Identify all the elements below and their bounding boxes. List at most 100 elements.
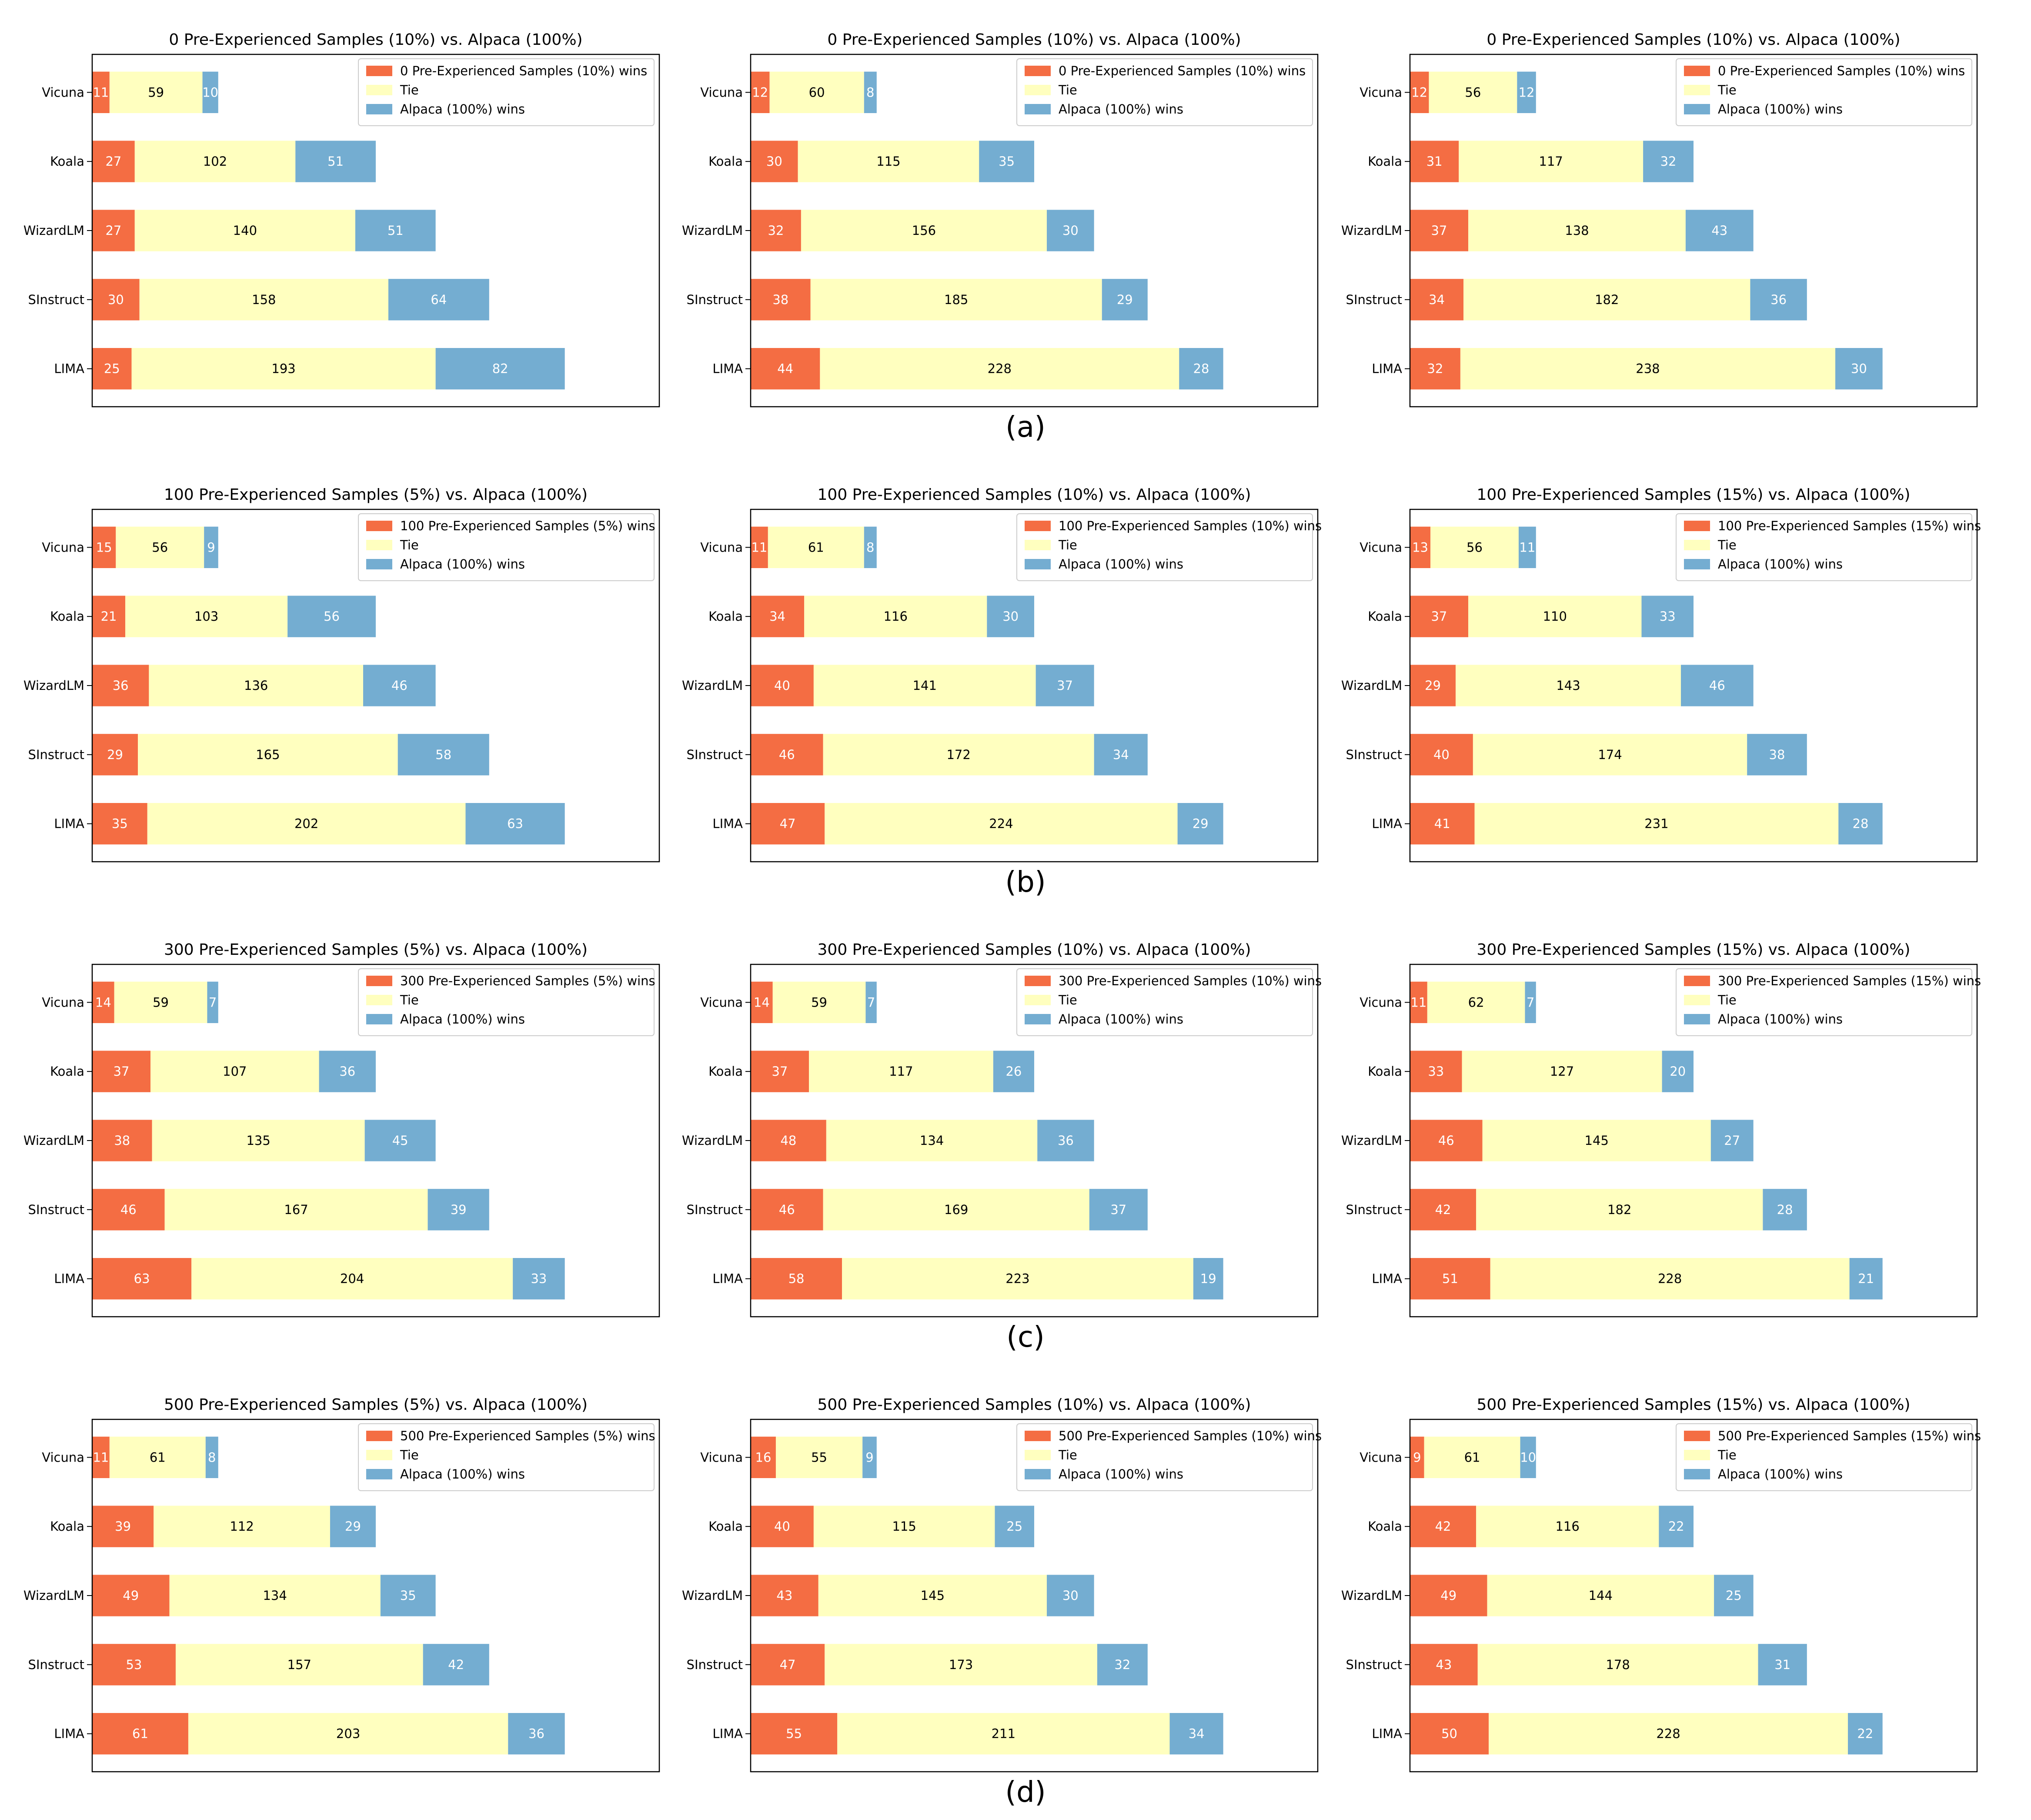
tie-bar [823, 734, 1094, 776]
tie-bar [150, 1051, 319, 1092]
bar-value-label: 33 [1660, 609, 1676, 624]
bar-value-label: 134 [920, 1133, 944, 1148]
legend-box [1016, 58, 1313, 126]
bar-value-label: 32 [768, 223, 784, 238]
legend-swatch [366, 521, 392, 531]
tie-bar [125, 596, 288, 637]
bar-value-label: 156 [912, 223, 936, 238]
alpaca-wins-bar [355, 210, 436, 251]
wins-bar [1410, 1713, 1489, 1755]
alpaca-wins-bar [1710, 1120, 1754, 1161]
legend-box [1676, 968, 1972, 1036]
bar-value-label: 37 [1431, 609, 1447, 624]
legend-swatch [1684, 521, 1710, 531]
wins-bar [1410, 279, 1464, 321]
legend-entry: Alpaca (100%) wins [1059, 1467, 1183, 1482]
legend-swatch [1025, 1014, 1051, 1024]
legend-box [358, 58, 655, 126]
bar-value-label: 144 [1589, 1588, 1613, 1603]
tie-bar [801, 210, 1047, 251]
plot-frame [1409, 964, 1978, 1318]
alpaca-wins-bar [987, 596, 1034, 637]
wins-bar [1410, 596, 1469, 637]
bar-value-label: 127 [1550, 1064, 1574, 1079]
legend-swatch [366, 1014, 392, 1024]
row-label-d: (d) [1005, 1775, 1046, 1809]
plot-frame [750, 1419, 1319, 1773]
bar-value-label: 116 [884, 609, 908, 624]
row-label-c: (c) [1006, 1320, 1045, 1354]
bar-value-label: 48 [780, 1133, 796, 1148]
y-tick-label: Vicuna [1360, 85, 1402, 100]
y-tick-label: Koala [708, 1519, 743, 1534]
legend-entry: 0 Pre-Experienced Samples (10%) wins [400, 64, 647, 78]
bar-value-label: 103 [194, 609, 218, 624]
bar-value-label: 178 [1606, 1657, 1630, 1672]
bar-value-label: 27 [1724, 1133, 1740, 1148]
wins-bar [92, 1644, 176, 1686]
bar-value-label: 56 [324, 609, 340, 624]
chart-title: 300 Pre-Experienced Samples (15%) vs. Al… [1477, 941, 1911, 959]
tie-bar [154, 1506, 330, 1547]
y-tick-label: WizardLM [23, 223, 84, 238]
wins-bar [751, 71, 770, 113]
bar-value-label: 37 [1110, 1202, 1126, 1217]
y-tick-label: LIMA [712, 1726, 743, 1741]
bar-value-label: 30 [1062, 223, 1079, 238]
tie-bar [1489, 1713, 1848, 1755]
wins-bar [1410, 734, 1473, 776]
legend-swatch [366, 540, 392, 550]
bar-value-label: 32 [1114, 1657, 1130, 1672]
alpaca-wins-bar [380, 1575, 436, 1616]
bar-value-label: 61 [808, 540, 824, 555]
tie-bar [823, 1189, 1089, 1231]
tie-bar [116, 526, 204, 568]
legend-box [1676, 58, 1972, 126]
chart-title: 100 Pre-Experienced Samples (15%) vs. Al… [1477, 486, 1911, 504]
chart-10: 500 Pre-Experienced Samples (5%) vs. Alp… [23, 1396, 660, 1773]
wins-bar [92, 596, 126, 637]
wins-bar [751, 665, 814, 706]
legend-swatch [1025, 559, 1051, 569]
legend: 100 Pre-Experienced Samples (10%) wins Ti… [1016, 513, 1322, 581]
legend-swatch [366, 104, 392, 114]
alpaca-wins-bar [428, 1189, 489, 1231]
y-tick-label: Koala [1368, 1064, 1402, 1079]
bar-value-label: 169 [944, 1202, 968, 1217]
wins-bar [1410, 1120, 1483, 1161]
legend-entry: Alpaca (100%) wins [400, 102, 525, 117]
plot-frame [91, 54, 660, 408]
alpaca-wins-bar [1037, 1120, 1094, 1161]
y-tick-label: LIMA [54, 1271, 84, 1286]
wins-bar [1410, 1051, 1462, 1092]
legend-entry: Tie [400, 993, 419, 1007]
bar-value-label: 140 [233, 223, 257, 238]
y-tick-label: WizardLM [1341, 1133, 1402, 1148]
bar-value-label: 53 [126, 1657, 142, 1672]
legend-swatch [366, 85, 392, 95]
legend-entry: Tie [1058, 993, 1077, 1007]
legend-swatch [1025, 976, 1051, 986]
tie-bar [1477, 1644, 1758, 1686]
legend-box [1016, 1423, 1313, 1491]
bar-value-label: 63 [134, 1271, 150, 1286]
chart-title: 500 Pre-Experienced Samples (15%) vs. Al… [1477, 1396, 1911, 1414]
plot-frame [1409, 54, 1978, 408]
alpaca-wins-bar [864, 71, 877, 113]
tie-bar [1427, 981, 1525, 1023]
wins-bar [1410, 348, 1460, 390]
y-tick-label: LIMA [54, 816, 84, 831]
bar-value-label: 45 [392, 1133, 408, 1148]
wins-bar [1410, 803, 1475, 845]
bar-value-label: 38 [1769, 747, 1785, 762]
chart-9: 300 Pre-Experienced Samples (15%) vs. Al… [1341, 941, 1981, 1318]
plot-frame [1409, 1419, 1978, 1773]
legend-entry: 100 Pre-Experienced Samples (15%) wins [1718, 519, 1981, 533]
alpaca-wins-bar [862, 1436, 877, 1478]
y-tick-label: SInstruct [687, 1202, 743, 1217]
wins-bar [751, 981, 773, 1023]
legend-box [358, 513, 655, 581]
bar-value-label: 22 [1857, 1726, 1873, 1741]
tie-bar [1456, 665, 1681, 706]
bar-value-label: 34 [1113, 747, 1129, 762]
